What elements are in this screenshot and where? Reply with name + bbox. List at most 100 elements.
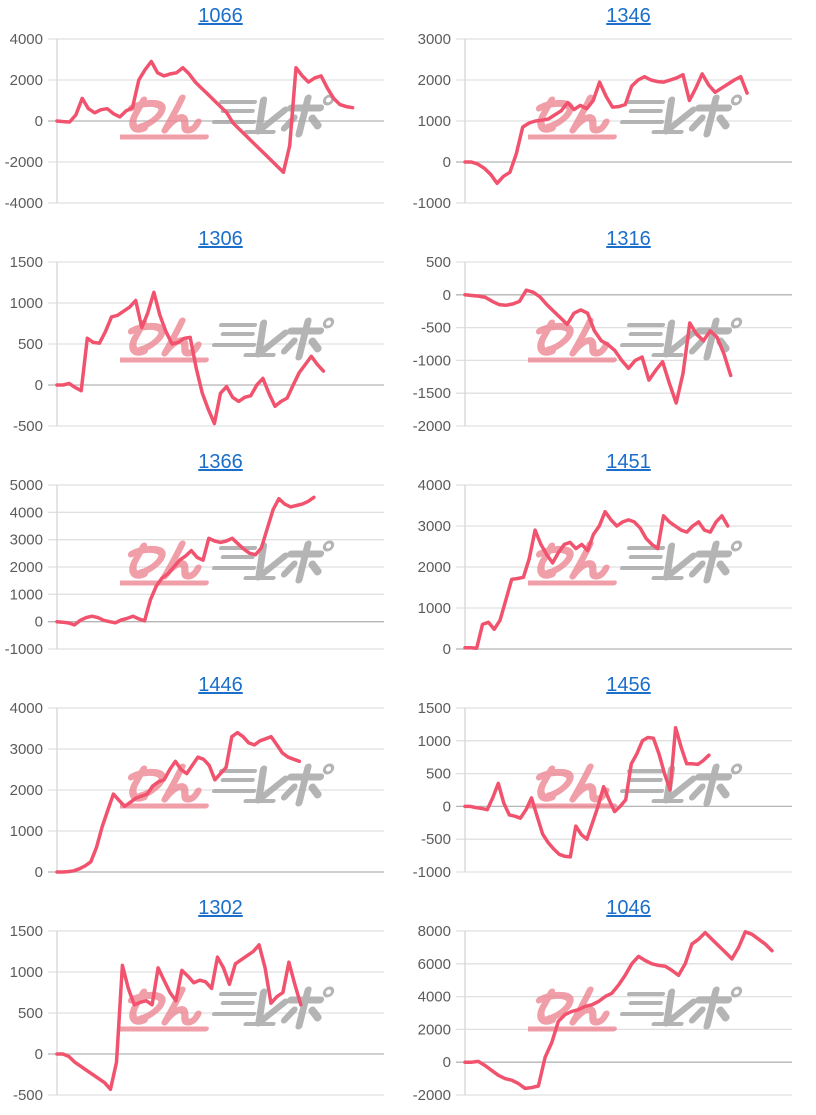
y-tick-label: 3000	[418, 518, 451, 535]
y-tick-label: 2000	[418, 1021, 451, 1038]
chart-cell: 1451 4000 3000 2000 1000 0	[408, 446, 816, 669]
chart-cell: 1446 4000 3000 2000 1000 0	[0, 669, 408, 892]
y-tick-label: 500	[18, 1005, 43, 1022]
chart-line-layer	[55, 59, 355, 175]
chart-title-link[interactable]: 1302	[198, 897, 243, 919]
chart-cell: 1366 5000 4000 3000 2000 1000 0 -1000	[0, 446, 408, 669]
y-tick-label: -500	[421, 320, 451, 337]
y-tick-label: -1000	[413, 195, 451, 212]
chart-cell: 1046 8000 6000 4000 2000 0 -2000	[408, 892, 816, 1115]
chart-plot: 1500 1000 500 0 -500	[0, 252, 408, 442]
y-tick-label: 0	[35, 113, 43, 130]
series-line	[463, 509, 730, 650]
chart-line-layer	[463, 930, 774, 1091]
y-tick-label: 500	[426, 254, 451, 271]
y-tick-label: 2000	[10, 782, 43, 799]
chart-line-layer	[55, 290, 326, 426]
y-tick-label: 1000	[10, 586, 43, 603]
chart-plot: 5000 4000 3000 2000 1000 0 -1000	[0, 475, 408, 665]
chart-title-link[interactable]: 1446	[198, 674, 243, 696]
chart-line-layer	[55, 943, 303, 1092]
series-line	[55, 730, 302, 874]
y-tick-label: 0	[443, 1054, 451, 1071]
series-line	[55, 290, 326, 426]
chart-title-link[interactable]: 1046	[606, 897, 651, 919]
series-line	[55, 943, 303, 1092]
y-tick-label: 3000	[10, 532, 43, 549]
y-tick-label: -500	[421, 831, 451, 848]
y-tick-label: 500	[18, 336, 43, 353]
chart-title-link[interactable]: 1306	[198, 228, 243, 250]
y-tick-label: 4000	[10, 31, 43, 48]
chart-line-layer	[463, 72, 749, 186]
y-tick-label: 4000	[418, 477, 451, 494]
y-tick-label: 2000	[10, 559, 43, 576]
y-tick-label: 3000	[418, 31, 451, 48]
chart-line-layer	[463, 288, 733, 405]
chart-cell: 1346 3000 2000 1000 0 -1000	[408, 0, 816, 223]
chart-plot: 1500 1000 500 0 -500 -1000	[408, 698, 816, 888]
chart-cell: 1306 1500 1000 500 0 -500	[0, 223, 408, 446]
chart-cell: 1302 1500 1000 500 0 -500	[0, 892, 408, 1115]
series-line	[463, 288, 733, 405]
chart-cell: 1316 500 0 -500 -1000 -1500 -2000	[408, 223, 816, 446]
y-tick-label: 1000	[418, 113, 451, 130]
chart-plot: 8000 6000 4000 2000 0 -2000	[408, 921, 816, 1111]
y-tick-label: 2000	[10, 72, 43, 89]
y-tick-label: 1500	[418, 700, 451, 717]
chart-title-link[interactable]: 1346	[606, 5, 651, 27]
y-tick-label: 0	[35, 1046, 43, 1063]
y-tick-label: 4000	[10, 504, 43, 521]
y-tick-label: -2000	[413, 1087, 451, 1104]
y-tick-label: 1000	[418, 733, 451, 750]
y-tick-label: 2000	[418, 72, 451, 89]
y-tick-label: 1500	[10, 923, 43, 940]
y-tick-label: 0	[443, 287, 451, 304]
y-tick-label: -1000	[5, 641, 43, 658]
series-line	[463, 725, 711, 859]
chart-plot: 1500 1000 500 0 -500	[0, 921, 408, 1111]
chart-plot: 500 0 -500 -1000 -1500 -2000	[408, 252, 816, 442]
y-tick-label: 1000	[10, 295, 43, 312]
chart-grid-layer: 3000 2000 1000 0 -1000	[413, 31, 792, 212]
chart-title-link[interactable]: 1066	[198, 5, 243, 27]
y-tick-label: 6000	[418, 956, 451, 973]
chart-plot: 3000 2000 1000 0 -1000	[408, 29, 816, 219]
y-tick-label: 1000	[10, 823, 43, 840]
chart-cell: 1066 4000 2000 0 -2000 -4000	[0, 0, 408, 223]
chart-cell: 1456 1500 1000 500 0 -500 -1000	[408, 669, 816, 892]
chart-plot: 4000 2000 0 -2000 -4000	[0, 29, 408, 219]
y-tick-label: 2000	[418, 559, 451, 576]
chart-plot: 4000 3000 2000 1000 0	[408, 475, 816, 665]
y-tick-label: -500	[13, 1087, 43, 1104]
y-tick-label: 0	[443, 798, 451, 815]
chart-grid-layer: 4000 3000 2000 1000 0	[418, 477, 792, 658]
y-tick-label: -4000	[5, 195, 43, 212]
chart-line-layer	[463, 725, 711, 859]
series-line	[463, 72, 749, 186]
y-tick-label: 8000	[418, 923, 451, 940]
y-tick-label: 0	[35, 864, 43, 881]
chart-title-link[interactable]: 1366	[198, 451, 243, 473]
y-tick-label: 4000	[418, 989, 451, 1006]
y-tick-label: 0	[35, 614, 43, 631]
y-tick-label: 1500	[10, 254, 43, 271]
series-line	[463, 930, 774, 1091]
y-tick-label: 1000	[10, 964, 43, 981]
y-tick-label: 5000	[10, 477, 43, 494]
chart-line-layer	[463, 509, 730, 650]
y-tick-label: -1000	[413, 864, 451, 881]
y-tick-label: -2000	[413, 418, 451, 435]
chart-title-link[interactable]: 1451	[606, 451, 651, 473]
chart-line-layer	[55, 495, 316, 627]
chart-title-link[interactable]: 1316	[606, 228, 651, 250]
chart-line-layer	[55, 730, 302, 874]
chart-plot: 4000 3000 2000 1000 0	[0, 698, 408, 888]
y-tick-label: 4000	[10, 700, 43, 717]
chart-grid-layer: 8000 6000 4000 2000 0 -2000	[413, 923, 792, 1104]
chart-title-link[interactable]: 1456	[606, 674, 651, 696]
chart-grid-layer: 500 0 -500 -1000 -1500 -2000	[413, 254, 792, 435]
y-tick-label: -500	[13, 418, 43, 435]
